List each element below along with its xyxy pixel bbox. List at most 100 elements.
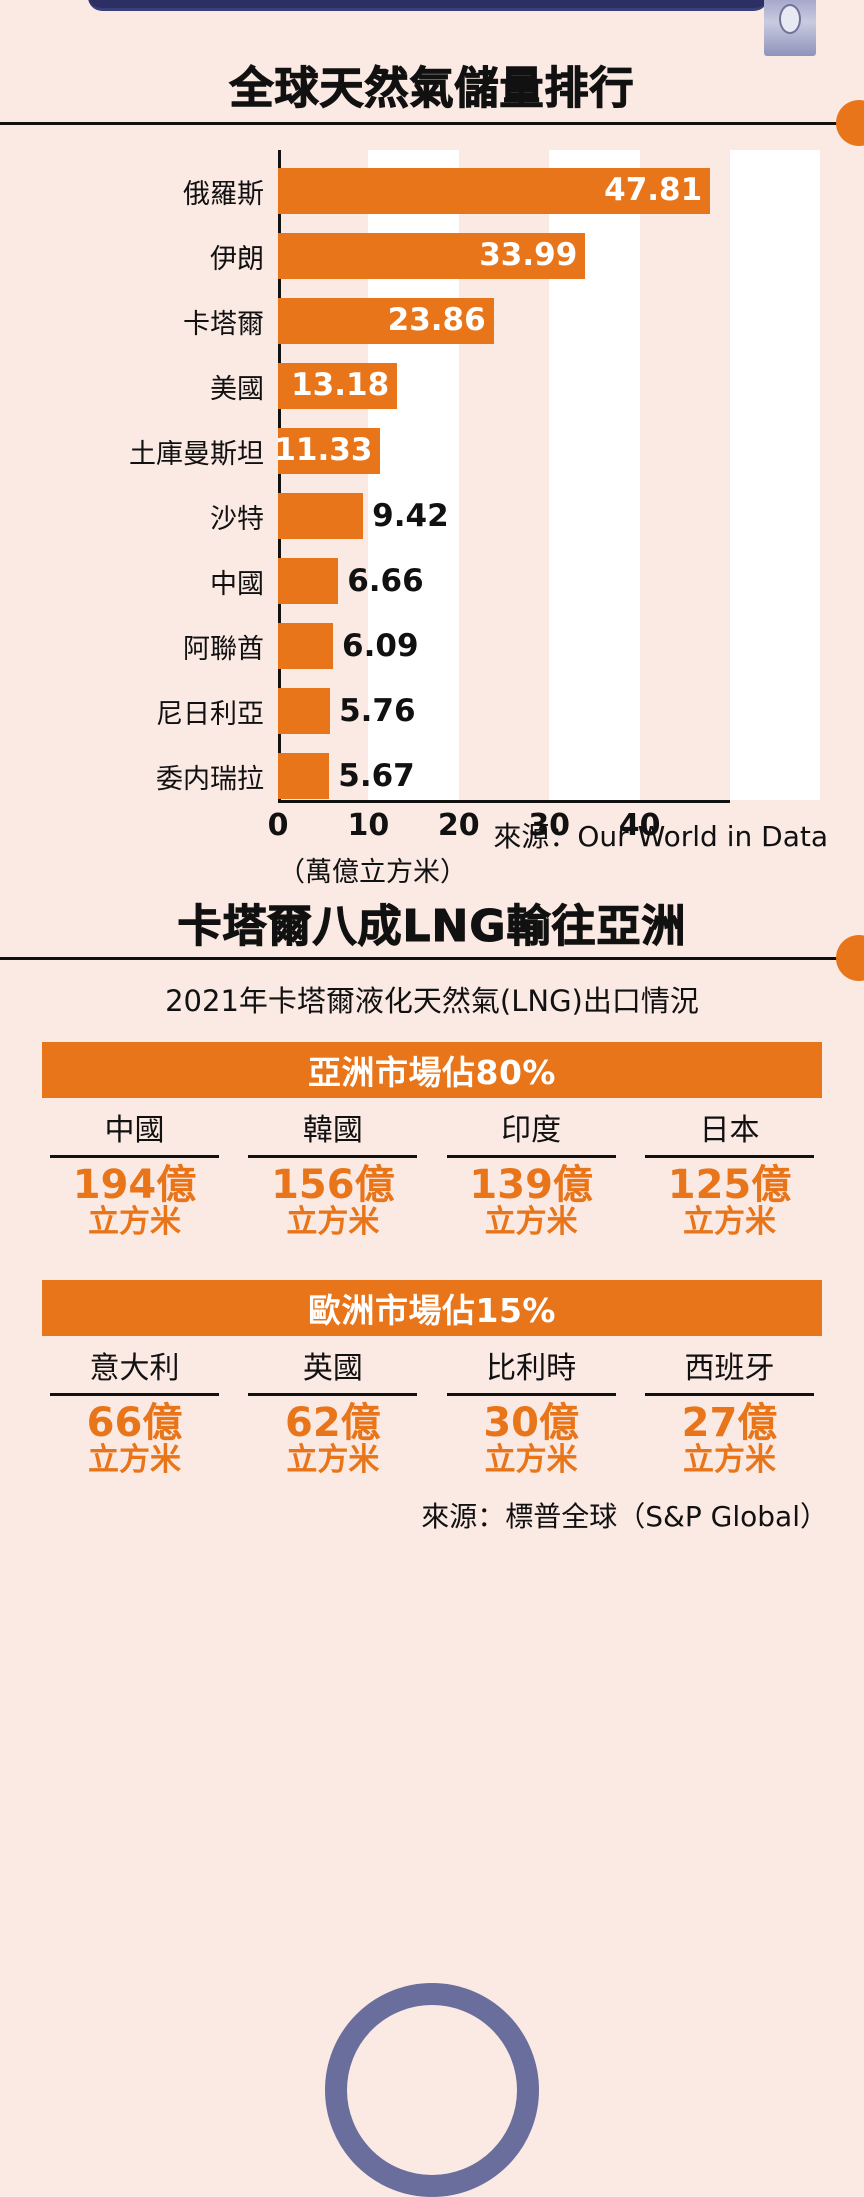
chart-bar: 13.18 — [278, 363, 398, 409]
chart-value-label: 33.99 — [479, 237, 578, 273]
market-column-value: 30億 — [483, 1400, 579, 1446]
market-column: 英國 62億 立方米 — [240, 1343, 425, 1477]
chart-value-label: 9.42 — [372, 498, 449, 534]
chart-row-label: 沙特 — [210, 503, 264, 535]
chart-bar: 33.99 — [278, 233, 586, 279]
market-column-unit: 立方米 — [484, 1204, 578, 1240]
chart-row-label: 卡塔爾 — [183, 308, 264, 340]
chart-x-tick: 10 — [347, 808, 390, 843]
chart-x-tick: 20 — [437, 808, 480, 843]
chart-value-label: 23.86 — [387, 302, 486, 338]
section2-headline: 卡塔爾八成LNG輸往亞洲 — [177, 900, 687, 952]
chart-x-tick: 0 — [267, 808, 289, 843]
chart-row: 沙特 9.42 — [210, 493, 449, 539]
reserves-bar-chart: 俄羅斯 47.81 伊朗 33.99 卡塔爾 23.86 美國 13.18 土庫曼斯坦 11.33… — [0, 150, 864, 888]
chart-row-label: 美國 — [210, 373, 264, 405]
section2-rule — [0, 957, 864, 960]
market-column-country: 日本 — [699, 1113, 760, 1148]
chart-bar — [278, 623, 334, 669]
chart-x-tick: 30 — [528, 808, 571, 843]
chart-row-label: 委内瑞拉 — [156, 763, 264, 795]
market-column: 日本 125億 立方米 — [637, 1105, 822, 1239]
market-column-unit: 立方米 — [682, 1442, 776, 1478]
market-column-value: 27億 — [681, 1400, 778, 1446]
market-column-unit: 立方米 — [286, 1442, 380, 1478]
market-column-value: 125億 — [667, 1162, 792, 1208]
section2-subtitle: 2021年卡塔爾液化天然氣(LNG)出口情況 — [165, 984, 699, 1018]
section1-rule — [0, 122, 864, 125]
asia-market-banner-label: 亞洲市場佔80% — [308, 1053, 556, 1092]
device-top-bar — [88, 0, 768, 11]
market-column-value: 139億 — [469, 1162, 593, 1208]
market-column-divider — [644, 1155, 814, 1158]
asia-columns: 中國 194億 立方米 韓國 156億 立方米 印度 139億 立方米 日本 125億 立方米 — [42, 1105, 822, 1239]
market-column-divider — [644, 1393, 814, 1396]
europe-market-banner: 歐洲市場佔15% — [42, 1280, 822, 1336]
section1-source: 來源：Our World in Data — [493, 820, 828, 853]
chart-value-label: 5.76 — [339, 693, 416, 729]
chart-value-label: 6.09 — [342, 628, 419, 664]
chart-bar: 11.33 — [274, 428, 381, 474]
market-column-divider — [248, 1155, 418, 1158]
market-column-country: 比利時 — [486, 1351, 577, 1386]
market-column-divider — [446, 1393, 616, 1396]
chart-row: 委内瑞拉 5.67 — [156, 753, 415, 799]
market-column-unit: 立方米 — [484, 1442, 578, 1478]
market-column-country: 印度 — [501, 1113, 562, 1148]
market-column: 韓國 156億 立方米 — [240, 1105, 425, 1239]
market-column-unit: 立方米 — [88, 1442, 181, 1478]
market-column: 印度 139億 立方米 — [439, 1105, 624, 1239]
chart-row-label: 阿聯酋 — [183, 633, 264, 665]
market-column-unit: 立方米 — [286, 1204, 380, 1240]
market-column-country: 韓國 — [302, 1113, 363, 1148]
chart-band — [730, 150, 821, 800]
chart-unit-note: （萬億立方米） — [278, 857, 467, 888]
chart-row: 卡塔爾 23.86 — [183, 298, 494, 344]
chart-value-label: 13.18 — [291, 367, 390, 403]
chart-row-label: 俄羅斯 — [183, 178, 264, 210]
market-column-divider — [50, 1155, 219, 1158]
market-column: 比利時 30億 立方米 — [439, 1343, 624, 1477]
chart-bar — [278, 493, 364, 539]
market-column-country: 西班牙 — [684, 1351, 775, 1386]
market-column-divider — [446, 1155, 616, 1158]
market-column-value: 62億 — [284, 1400, 381, 1446]
asia-market-banner: 亞洲市場佔80% — [42, 1042, 822, 1098]
chart-row-label: 伊朗 — [210, 243, 264, 275]
chart-y-axis — [278, 150, 281, 800]
chart-x-tick: 40 — [618, 808, 661, 843]
market-column-unit: 立方米 — [682, 1204, 776, 1240]
market-column: 意大利 66億 立方米 — [42, 1343, 227, 1477]
market-column-divider — [50, 1393, 219, 1396]
section2-source: 來源：標普全球（S&P Global） — [421, 1500, 828, 1533]
chart-bar — [278, 558, 339, 604]
europe-columns: 意大利 66億 立方米 英國 62億 立方米 比利時 30億 立方米 西班牙 27億 立方米 — [42, 1343, 822, 1477]
market-column-country: 意大利 — [89, 1351, 180, 1386]
market-column-country: 中國 — [104, 1113, 165, 1148]
chart-row: 阿聯酋 6.09 — [183, 623, 419, 669]
section2-header: 卡塔爾八成LNG輸往亞洲 — [0, 890, 864, 954]
device-speaker-icon — [764, 0, 816, 56]
chart-value-label: 47.81 — [604, 172, 703, 208]
chart-row-label: 中國 — [210, 568, 264, 600]
chart-bar: 47.81 — [278, 168, 711, 214]
chart-bar — [278, 753, 330, 799]
chart-row: 土庫曼斯坦 11.33 — [129, 428, 381, 474]
europe-market-banner-label: 歐洲市場佔15% — [308, 1291, 556, 1330]
chart-x-axis — [278, 800, 730, 803]
device-bottom-arc — [325, 1983, 539, 2197]
market-column-divider — [248, 1393, 418, 1396]
chart-row-label: 土庫曼斯坦 — [129, 438, 264, 470]
speaker-hole — [779, 4, 801, 34]
chart-bar: 23.86 — [278, 298, 494, 344]
section1-header: 全球天然氣儲量排行 — [0, 52, 864, 116]
chart-row: 中國 6.66 — [210, 558, 424, 604]
market-column-value: 66億 — [86, 1400, 183, 1446]
market-column: 西班牙 27億 立方米 — [637, 1343, 822, 1477]
market-column-value: 156億 — [271, 1162, 395, 1208]
market-column: 中國 194億 立方米 — [42, 1105, 227, 1239]
chart-value-label: 11.33 — [274, 432, 373, 468]
chart-row: 伊朗 33.99 — [210, 233, 586, 279]
chart-value-label: 6.66 — [347, 563, 424, 599]
